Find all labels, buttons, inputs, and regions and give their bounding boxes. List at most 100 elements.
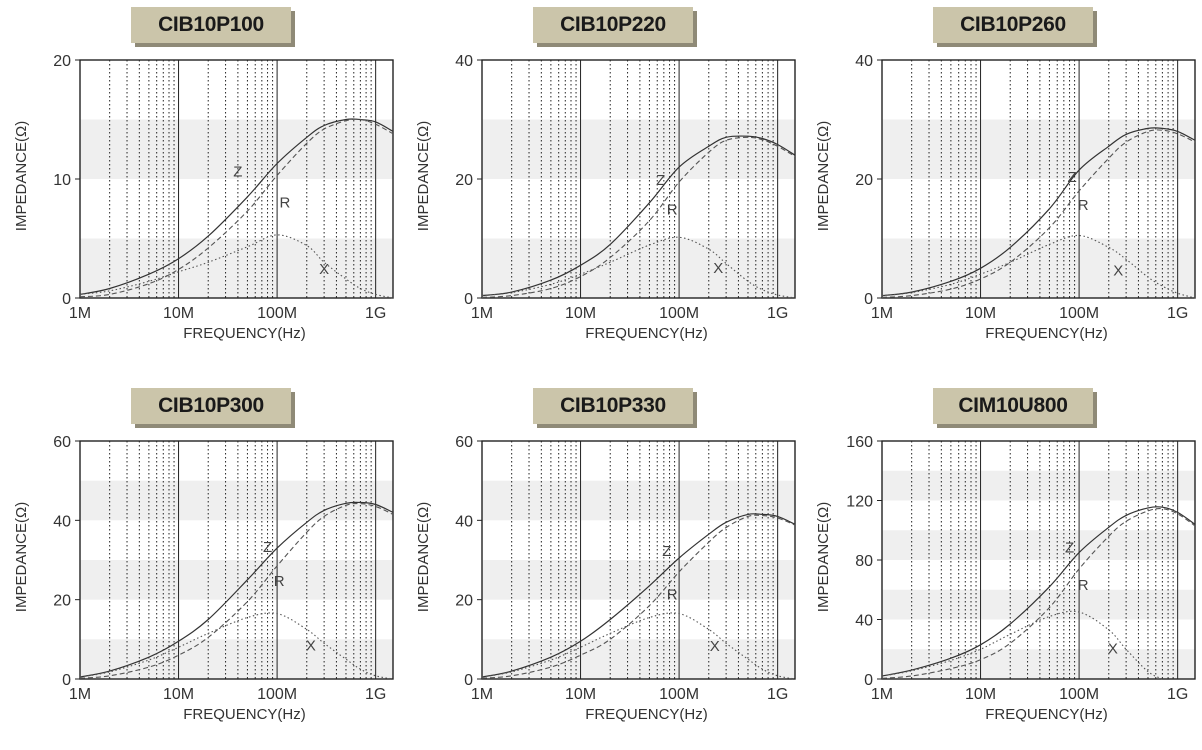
- x-tick-label: 1M: [871, 305, 893, 322]
- x-tick-label: 1M: [871, 686, 893, 703]
- x-tick-label: 100M: [1059, 305, 1099, 322]
- curve-label-r: R: [279, 195, 290, 212]
- curve-z: [79, 501, 394, 678]
- curve-label-x: X: [319, 261, 329, 278]
- chart-svg: 0 20 40 1M 10M 100M 1G FREQUENCY(Hz) IMPEDANCE(Ω…: [815, 53, 1196, 342]
- curve-z: [881, 127, 1196, 297]
- curve-label-r: R: [667, 587, 678, 604]
- curve-label-z: Z: [1068, 169, 1077, 186]
- y-tick-label: 40: [855, 53, 873, 70]
- chart-title: CIB10P330: [533, 388, 693, 424]
- x-axis-label: FREQUENCY(Hz): [985, 706, 1108, 723]
- y-tick-label: 60: [455, 434, 473, 451]
- background-band: [882, 530, 1195, 560]
- curve-label-z: Z: [233, 164, 242, 181]
- x-tick-label: 100M: [1059, 686, 1099, 703]
- x-tick-label: 1G: [1167, 305, 1188, 322]
- curve-r: [481, 136, 796, 298]
- chart-title: CIB10P260: [933, 7, 1093, 43]
- y-tick-label: 20: [53, 593, 71, 610]
- chart-title: CIB10P220: [533, 7, 693, 43]
- background-band: [482, 560, 795, 600]
- background-band: [482, 639, 795, 679]
- x-tick-label: 1M: [69, 686, 91, 703]
- curve-x: [481, 612, 796, 680]
- curve-label-x: X: [713, 260, 723, 277]
- chart-panel-cib10p100: CIB10P100 0 10 20 1M 10M 100M 1G FREQUENCY(Hz) I…: [0, 0, 400, 369]
- x-axis-label: FREQUENCY(Hz): [985, 325, 1108, 342]
- curve-r: [881, 507, 1196, 679]
- y-tick-label: 40: [455, 53, 473, 70]
- y-axis-label: IMPEDANCE(Ω): [415, 121, 432, 231]
- curve-label-x: X: [710, 638, 720, 655]
- chart-panel-cib10p300: CIB10P300 0 20 40 60 1M 10M 100M 1G FREQUENCY(Hz…: [0, 381, 400, 750]
- y-tick-label: 20: [53, 53, 71, 70]
- y-tick-label: 0: [864, 672, 873, 689]
- x-tick-label: 10M: [163, 686, 194, 703]
- y-tick-label: 80: [855, 553, 873, 570]
- x-tick-label: 1M: [471, 686, 493, 703]
- background-band: [882, 589, 1195, 620]
- chart-svg: 0 20 40 60 1M 10M 100M 1G FREQUENCY(Hz) IMPEDANCE…: [13, 434, 394, 723]
- y-tick-label: 0: [464, 672, 473, 689]
- chart-panel-cib10p330: CIB10P330 0 20 40 60 1M 10M 100M 1G FREQUENCY(Hz…: [402, 381, 802, 750]
- y-tick-label: 40: [53, 513, 71, 530]
- x-tick-label: 1G: [1167, 686, 1188, 703]
- background-band: [482, 480, 795, 521]
- chart-title: CIB10P100: [131, 7, 291, 43]
- x-tick-label: 10M: [163, 305, 194, 322]
- curve-label-z: Z: [662, 543, 671, 560]
- y-axis-label: IMPEDANCE(Ω): [815, 502, 832, 612]
- x-tick-label: 1G: [767, 686, 788, 703]
- background-band: [80, 238, 393, 298]
- x-axis-label: FREQUENCY(Hz): [585, 325, 708, 342]
- y-tick-label: 10: [53, 172, 71, 189]
- curve-r: [79, 502, 394, 679]
- x-tick-label: 100M: [659, 305, 699, 322]
- x-tick-label: 10M: [565, 686, 596, 703]
- x-tick-label: 1G: [365, 686, 386, 703]
- background-band: [80, 119, 393, 179]
- x-tick-label: 1M: [471, 305, 493, 322]
- background-band: [80, 560, 393, 600]
- x-tick-label: 100M: [659, 686, 699, 703]
- curve-r: [481, 514, 796, 679]
- curve-label-z: Z: [656, 172, 665, 189]
- curve-label-x: X: [306, 637, 316, 654]
- x-tick-label: 100M: [257, 686, 297, 703]
- chart-svg: 0 20 40 1M 10M 100M 1G FREQUENCY(Hz) IMPEDANCE(Ω…: [415, 53, 796, 342]
- y-tick-label: 40: [855, 613, 873, 630]
- curve-label-z: Z: [1065, 540, 1074, 557]
- y-tick-label: 40: [455, 513, 473, 530]
- chart-panel-cib10p220: CIB10P220 0 20 40 1M 10M 100M 1G FREQUENCY(Hz) I…: [402, 0, 802, 369]
- curve-label-x: X: [1108, 641, 1118, 658]
- curve-r: [881, 129, 1196, 298]
- x-axis-label: FREQUENCY(Hz): [183, 325, 306, 342]
- curve-label-r: R: [1078, 197, 1089, 214]
- x-tick-label: 1M: [69, 305, 91, 322]
- background-band: [482, 119, 795, 179]
- chart-title: CIM10U800: [933, 388, 1093, 424]
- curve-z: [881, 506, 1196, 677]
- x-tick-label: 100M: [257, 305, 297, 322]
- curve-x: [79, 612, 394, 680]
- y-tick-label: 120: [846, 494, 873, 511]
- y-tick-label: 20: [855, 172, 873, 189]
- y-axis-label: IMPEDANCE(Ω): [13, 502, 30, 612]
- curve-z: [481, 513, 796, 678]
- x-tick-label: 10M: [565, 305, 596, 322]
- chart-panel-cib10p260: CIB10P260 0 20 40 1M 10M 100M 1G FREQUENCY(Hz) I…: [802, 0, 1202, 369]
- x-tick-label: 10M: [965, 305, 996, 322]
- y-tick-label: 0: [864, 291, 873, 308]
- y-axis-label: IMPEDANCE(Ω): [13, 121, 30, 231]
- y-tick-label: 20: [455, 172, 473, 189]
- x-axis-label: FREQUENCY(Hz): [585, 706, 708, 723]
- y-tick-label: 20: [455, 593, 473, 610]
- chart-svg: 0 40 80 120 160 1M 10M 100M 1G FREQUENCY(Hz) IMPED…: [815, 434, 1196, 723]
- x-tick-label: 10M: [965, 686, 996, 703]
- x-tick-label: 1G: [365, 305, 386, 322]
- chart-svg: 0 10 20 1M 10M 100M 1G FREQUENCY(Hz) IMPEDANCE(Ω…: [13, 53, 394, 342]
- curve-z: [481, 135, 796, 297]
- plot-frame: [79, 440, 394, 680]
